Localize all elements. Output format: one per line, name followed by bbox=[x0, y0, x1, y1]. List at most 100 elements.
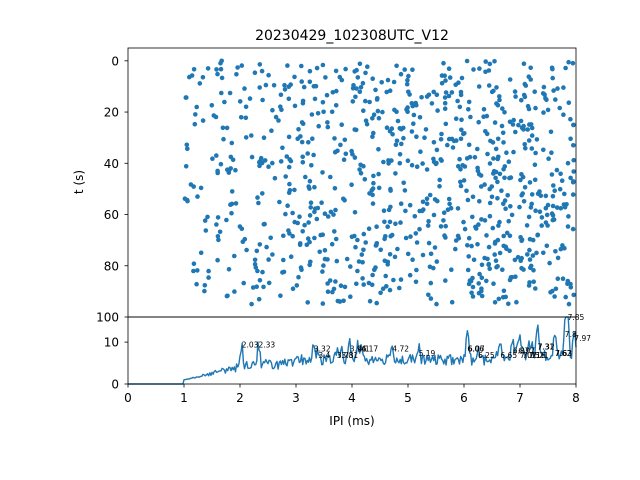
raster-y-tick-label: 20 bbox=[104, 106, 119, 120]
raster-point bbox=[428, 251, 434, 257]
raster-point bbox=[407, 202, 413, 208]
raster-point bbox=[544, 243, 550, 249]
raster-point bbox=[270, 252, 275, 257]
raster-point bbox=[314, 216, 320, 222]
raster-point bbox=[441, 60, 446, 66]
raster-point bbox=[500, 106, 505, 111]
raster-point bbox=[404, 107, 409, 112]
peak-label: 3.32 bbox=[314, 345, 331, 354]
raster-point bbox=[489, 194, 495, 200]
raster-point bbox=[298, 134, 303, 139]
raster-point bbox=[301, 84, 307, 90]
raster-point bbox=[449, 136, 455, 142]
raster-point bbox=[392, 107, 397, 113]
raster-point bbox=[316, 123, 322, 129]
raster-point bbox=[426, 219, 431, 224]
raster-point bbox=[475, 146, 480, 152]
raster-point bbox=[375, 96, 380, 101]
raster-point bbox=[361, 231, 367, 237]
raster-point bbox=[294, 283, 300, 288]
raster-point bbox=[357, 61, 363, 67]
raster-point bbox=[521, 127, 526, 132]
raster-point bbox=[260, 269, 265, 275]
raster-point bbox=[389, 158, 394, 163]
raster-point bbox=[376, 147, 381, 152]
raster-point bbox=[376, 171, 381, 177]
histogram-y-tick-label: 10 bbox=[104, 336, 119, 350]
peak-label: 2.33 bbox=[259, 340, 276, 349]
raster-point bbox=[424, 196, 430, 201]
raster-point bbox=[454, 138, 459, 143]
raster-point bbox=[276, 118, 281, 123]
raster-point bbox=[281, 257, 286, 263]
raster-point bbox=[555, 255, 561, 261]
raster-point bbox=[508, 175, 514, 180]
raster-point bbox=[282, 87, 288, 92]
raster-point bbox=[411, 112, 417, 118]
raster-point bbox=[555, 276, 561, 282]
raster-points bbox=[182, 58, 576, 307]
raster-point bbox=[529, 201, 534, 207]
raster-point bbox=[555, 86, 560, 91]
raster-point bbox=[520, 174, 526, 180]
raster-point bbox=[418, 149, 423, 154]
raster-point bbox=[393, 142, 399, 148]
raster-point bbox=[470, 275, 475, 281]
raster-point bbox=[409, 101, 415, 106]
raster-point bbox=[550, 203, 556, 209]
raster-point bbox=[566, 100, 572, 105]
raster-point bbox=[503, 206, 508, 211]
raster-point bbox=[288, 82, 294, 87]
raster-point bbox=[269, 128, 274, 133]
raster-point bbox=[558, 246, 564, 252]
peak-label: 7.0 bbox=[520, 351, 532, 360]
peak-label: 2.03 bbox=[242, 340, 259, 349]
raster-point bbox=[261, 284, 266, 290]
raster-point bbox=[541, 110, 546, 115]
raster-point bbox=[403, 208, 408, 214]
raster-point bbox=[518, 118, 524, 124]
raster-point bbox=[256, 296, 262, 302]
raster-point bbox=[571, 122, 576, 128]
raster-point bbox=[333, 207, 338, 213]
raster-point bbox=[367, 99, 372, 105]
raster-point bbox=[426, 240, 432, 246]
raster-point bbox=[357, 167, 362, 172]
raster-point bbox=[446, 196, 452, 202]
raster-point bbox=[521, 92, 527, 98]
raster-point bbox=[529, 146, 535, 151]
raster-point bbox=[387, 219, 393, 225]
raster-point bbox=[550, 193, 556, 199]
raster-point bbox=[280, 145, 285, 151]
raster-point bbox=[405, 77, 410, 83]
raster-point bbox=[215, 234, 221, 239]
raster-point bbox=[320, 62, 326, 68]
raster-point bbox=[457, 104, 463, 110]
raster-point bbox=[278, 159, 284, 164]
histogram-frame bbox=[127, 316, 577, 385]
raster-point bbox=[264, 244, 269, 250]
raster-point bbox=[479, 286, 484, 292]
histogram-x-tick-label: 4 bbox=[348, 391, 356, 405]
raster-point bbox=[455, 98, 460, 104]
raster-point bbox=[307, 68, 313, 74]
raster-point bbox=[338, 142, 343, 148]
raster-point bbox=[387, 252, 393, 257]
raster-point bbox=[371, 173, 376, 179]
raster-point bbox=[534, 137, 540, 142]
raster-point bbox=[476, 290, 482, 296]
raster-point bbox=[239, 63, 245, 68]
raster-point bbox=[375, 108, 381, 114]
raster-point bbox=[526, 138, 532, 143]
raster-point bbox=[502, 175, 507, 181]
raster-point bbox=[249, 133, 254, 138]
raster-point bbox=[571, 157, 576, 163]
raster-point bbox=[315, 111, 321, 116]
raster-point bbox=[382, 258, 388, 264]
raster-point bbox=[229, 210, 234, 216]
raster-point bbox=[502, 110, 507, 115]
raster-point bbox=[363, 118, 369, 123]
raster-point bbox=[292, 74, 297, 80]
raster-point bbox=[500, 267, 505, 273]
raster-point bbox=[216, 237, 221, 243]
